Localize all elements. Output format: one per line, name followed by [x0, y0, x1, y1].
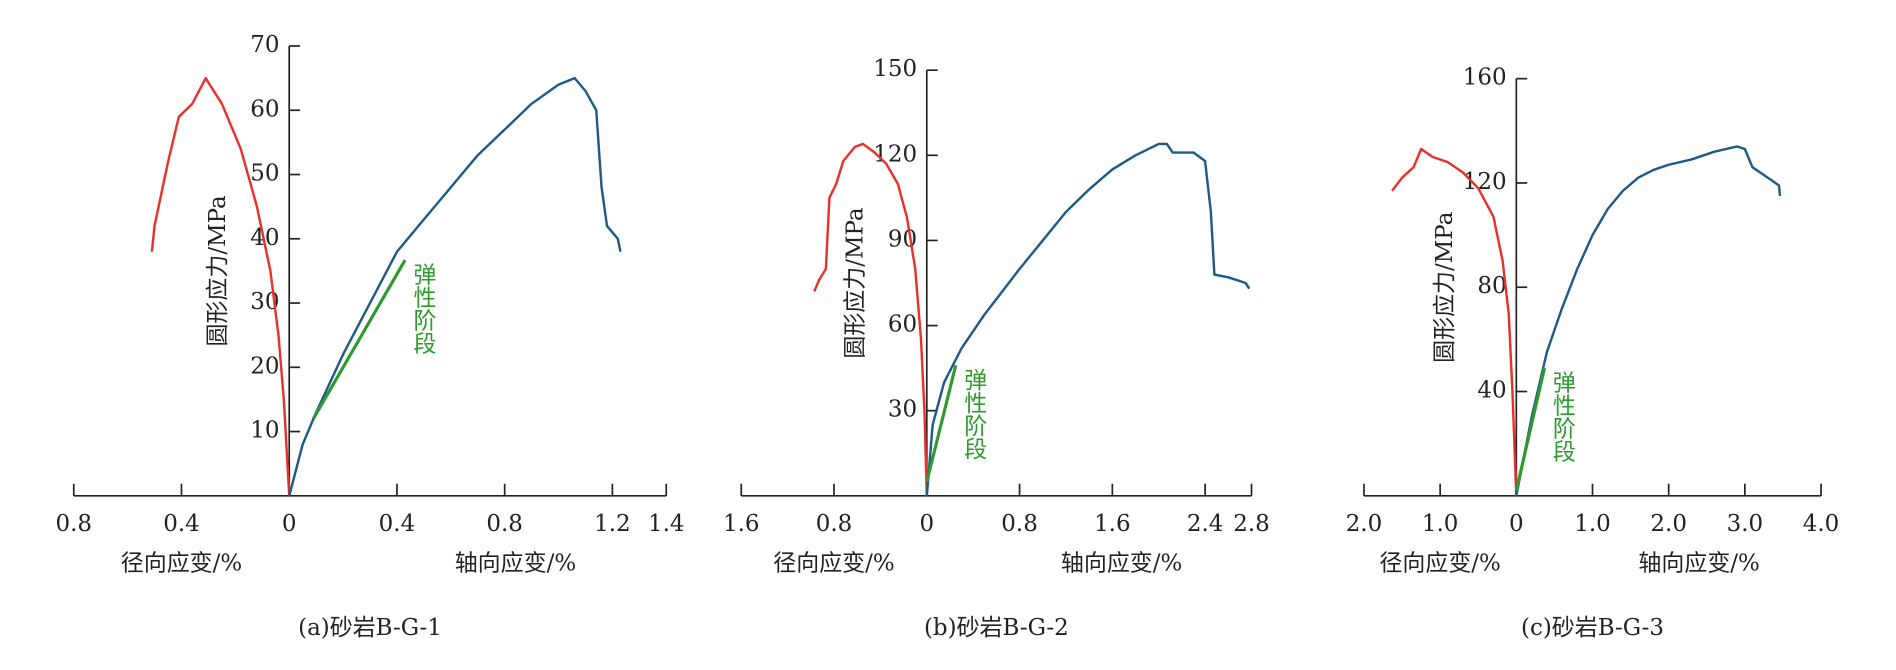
y-tick-label: 60 [888, 312, 917, 338]
x-axis-label-radial: 径向应变/% [1379, 551, 1500, 577]
y-tick-label: 60 [250, 96, 279, 122]
y-axis-label: 圆形应力/MPa [843, 207, 869, 359]
y-tick-label: 70 [250, 32, 279, 58]
y-tick-label: 20 [250, 353, 279, 379]
curve [150, 76, 291, 496]
curve [925, 364, 958, 483]
x-tick-label: 0.4 [163, 511, 200, 537]
y-tick-label: 50 [250, 161, 279, 187]
x-tick-label: 0 [1509, 511, 1524, 537]
x-tick-label: 0 [282, 511, 297, 537]
x-tick-label: 1.6 [723, 511, 760, 537]
x-tick-label: 4.0 [1803, 511, 1840, 537]
x-tick-label: 0.8 [816, 511, 853, 537]
x-axis-label-radial: 径向应变/% [773, 551, 894, 577]
x-tick-label: 1.0 [1574, 511, 1611, 537]
y-tick-label: 40 [1477, 378, 1506, 404]
y-tick-label: 160 [1463, 65, 1507, 91]
panel-caption: (a)砂岩B-G-1 [298, 615, 442, 641]
y-tick-label: 120 [1463, 169, 1507, 195]
annotation: 弹性阶段 [409, 262, 436, 354]
annotation: 弹性阶段 [1548, 370, 1575, 462]
x-axis-label-axial: 轴向应变/% [1638, 551, 1759, 577]
y-tick-label: 80 [1477, 273, 1506, 299]
y-tick-label: 120 [873, 141, 917, 167]
x-tick-label: 2.0 [1650, 511, 1687, 537]
y-tick-label: 10 [250, 418, 279, 444]
y-axis-label: 圆形应力/MPa [1432, 211, 1458, 363]
x-tick-label: 1.2 [594, 511, 631, 537]
x-tick-label: 3.0 [1727, 511, 1764, 537]
panel-caption: (c)砂岩B-G-3 [1521, 615, 1664, 641]
y-tick-label: 150 [873, 56, 917, 82]
x-tick-label: 0.8 [55, 511, 92, 537]
x-tick-label: 2.4 [1187, 511, 1224, 537]
x-tick-label: 1.6 [1094, 511, 1131, 537]
curve [1391, 147, 1518, 496]
curve [288, 76, 622, 497]
x-tick-label: 0 [919, 511, 934, 537]
x-tick-label: 0.8 [486, 511, 523, 537]
x-tick-label: 1.0 [1422, 511, 1459, 537]
x-tick-label: 1.4 [648, 511, 685, 537]
x-axis-label-radial: 径向应变/% [121, 551, 242, 577]
y-tick-label: 30 [888, 397, 917, 423]
curve [1515, 145, 1782, 497]
annotation: 弹性阶段 [960, 368, 987, 460]
x-tick-label: 0.8 [1001, 511, 1038, 537]
y-axis-label: 圆形应力/MPa [205, 195, 231, 347]
curve [1514, 367, 1547, 491]
x-axis-label-axial: 轴向应变/% [455, 551, 576, 577]
x-tick-label: 2.8 [1233, 511, 1270, 537]
x-axis-label-axial: 轴向应变/% [1061, 551, 1182, 577]
curve [925, 142, 1251, 496]
panel-caption: (b)砂岩B-G-2 [924, 615, 1069, 641]
x-tick-label: 0.4 [379, 511, 416, 537]
x-tick-label: 2.0 [1346, 511, 1383, 537]
curve [312, 259, 407, 420]
curve [813, 142, 929, 496]
